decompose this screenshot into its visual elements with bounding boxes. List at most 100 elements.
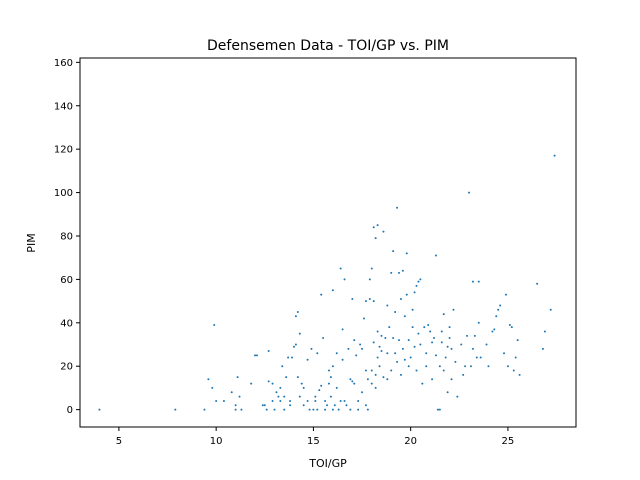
data-point bbox=[287, 356, 290, 359]
y-tick-label: 140 bbox=[54, 101, 73, 112]
data-point bbox=[314, 395, 317, 398]
data-point bbox=[446, 391, 449, 394]
data-point bbox=[298, 395, 301, 398]
y-tick-label: 80 bbox=[60, 231, 73, 242]
data-point bbox=[471, 280, 474, 283]
data-point bbox=[337, 408, 340, 411]
data-point bbox=[294, 315, 297, 318]
data-point bbox=[440, 341, 443, 344]
data-point bbox=[460, 343, 463, 346]
data-point bbox=[361, 347, 364, 350]
x-tick-label: 15 bbox=[307, 436, 320, 447]
data-point bbox=[448, 326, 451, 329]
data-point bbox=[386, 378, 389, 381]
data-point bbox=[405, 293, 408, 296]
data-point bbox=[394, 352, 397, 355]
data-point bbox=[273, 408, 276, 411]
data-point bbox=[503, 352, 506, 355]
data-point bbox=[331, 408, 334, 411]
data-point bbox=[370, 382, 373, 385]
data-point bbox=[316, 352, 319, 355]
data-point bbox=[392, 250, 395, 253]
data-point bbox=[411, 326, 414, 329]
data-point bbox=[487, 365, 490, 368]
data-point bbox=[510, 326, 513, 329]
data-point bbox=[376, 224, 379, 227]
data-point bbox=[452, 308, 455, 311]
data-point bbox=[419, 278, 422, 281]
data-point bbox=[306, 358, 309, 361]
data-point bbox=[431, 341, 434, 344]
data-point bbox=[427, 323, 430, 326]
data-point bbox=[318, 389, 321, 392]
data-point bbox=[388, 326, 391, 329]
data-point bbox=[444, 356, 447, 359]
data-point bbox=[390, 369, 393, 372]
data-point bbox=[326, 404, 329, 407]
data-point bbox=[267, 380, 270, 383]
data-point bbox=[271, 382, 274, 385]
data-point bbox=[378, 345, 381, 348]
data-point bbox=[497, 308, 500, 311]
data-point bbox=[312, 408, 315, 411]
data-point bbox=[462, 373, 465, 376]
data-point bbox=[357, 408, 360, 411]
data-point bbox=[411, 308, 414, 311]
data-point bbox=[491, 330, 494, 333]
data-point bbox=[279, 399, 282, 402]
data-point bbox=[308, 408, 311, 411]
data-point bbox=[320, 293, 323, 296]
y-tick-label: 160 bbox=[54, 58, 73, 69]
data-point bbox=[413, 291, 416, 294]
x-axis-label: TOI/GP bbox=[308, 457, 347, 470]
data-point bbox=[359, 343, 362, 346]
data-point bbox=[372, 341, 375, 344]
data-point bbox=[512, 369, 515, 372]
data-point bbox=[456, 395, 459, 398]
data-point bbox=[399, 297, 402, 300]
data-point bbox=[398, 339, 400, 342]
data-point bbox=[234, 404, 237, 407]
data-point bbox=[322, 337, 325, 340]
data-point bbox=[446, 345, 449, 348]
data-point bbox=[339, 399, 342, 402]
data-point bbox=[409, 356, 412, 359]
data-point bbox=[357, 399, 360, 402]
data-point bbox=[504, 293, 507, 296]
data-point bbox=[364, 404, 367, 407]
data-point bbox=[207, 378, 210, 381]
x-tick-label: 5 bbox=[116, 436, 122, 447]
points-layer bbox=[98, 154, 556, 411]
data-point bbox=[508, 323, 511, 326]
data-point bbox=[442, 313, 445, 316]
data-point bbox=[382, 230, 385, 233]
data-point bbox=[493, 328, 496, 331]
data-point bbox=[265, 408, 268, 411]
data-point bbox=[403, 358, 406, 361]
data-point bbox=[421, 382, 424, 385]
data-point bbox=[306, 399, 309, 402]
data-point bbox=[518, 373, 521, 376]
data-point bbox=[368, 297, 371, 300]
x-tick-label: 25 bbox=[502, 436, 515, 447]
data-point bbox=[277, 395, 280, 398]
data-point bbox=[376, 356, 379, 359]
data-point bbox=[374, 373, 377, 376]
data-point bbox=[372, 226, 375, 229]
data-point bbox=[469, 365, 472, 368]
data-point bbox=[361, 391, 364, 394]
y-axis-ticks: 0 20 40 60 80 100 120 140 160 bbox=[54, 58, 80, 416]
data-point bbox=[380, 350, 383, 353]
data-point bbox=[471, 347, 474, 350]
data-point bbox=[275, 391, 278, 394]
data-point bbox=[368, 278, 371, 281]
data-point bbox=[541, 347, 544, 350]
data-point bbox=[419, 343, 422, 346]
data-point bbox=[362, 317, 365, 320]
data-point bbox=[468, 191, 471, 194]
data-point bbox=[250, 382, 253, 385]
data-point bbox=[324, 399, 327, 402]
data-point bbox=[314, 399, 317, 402]
